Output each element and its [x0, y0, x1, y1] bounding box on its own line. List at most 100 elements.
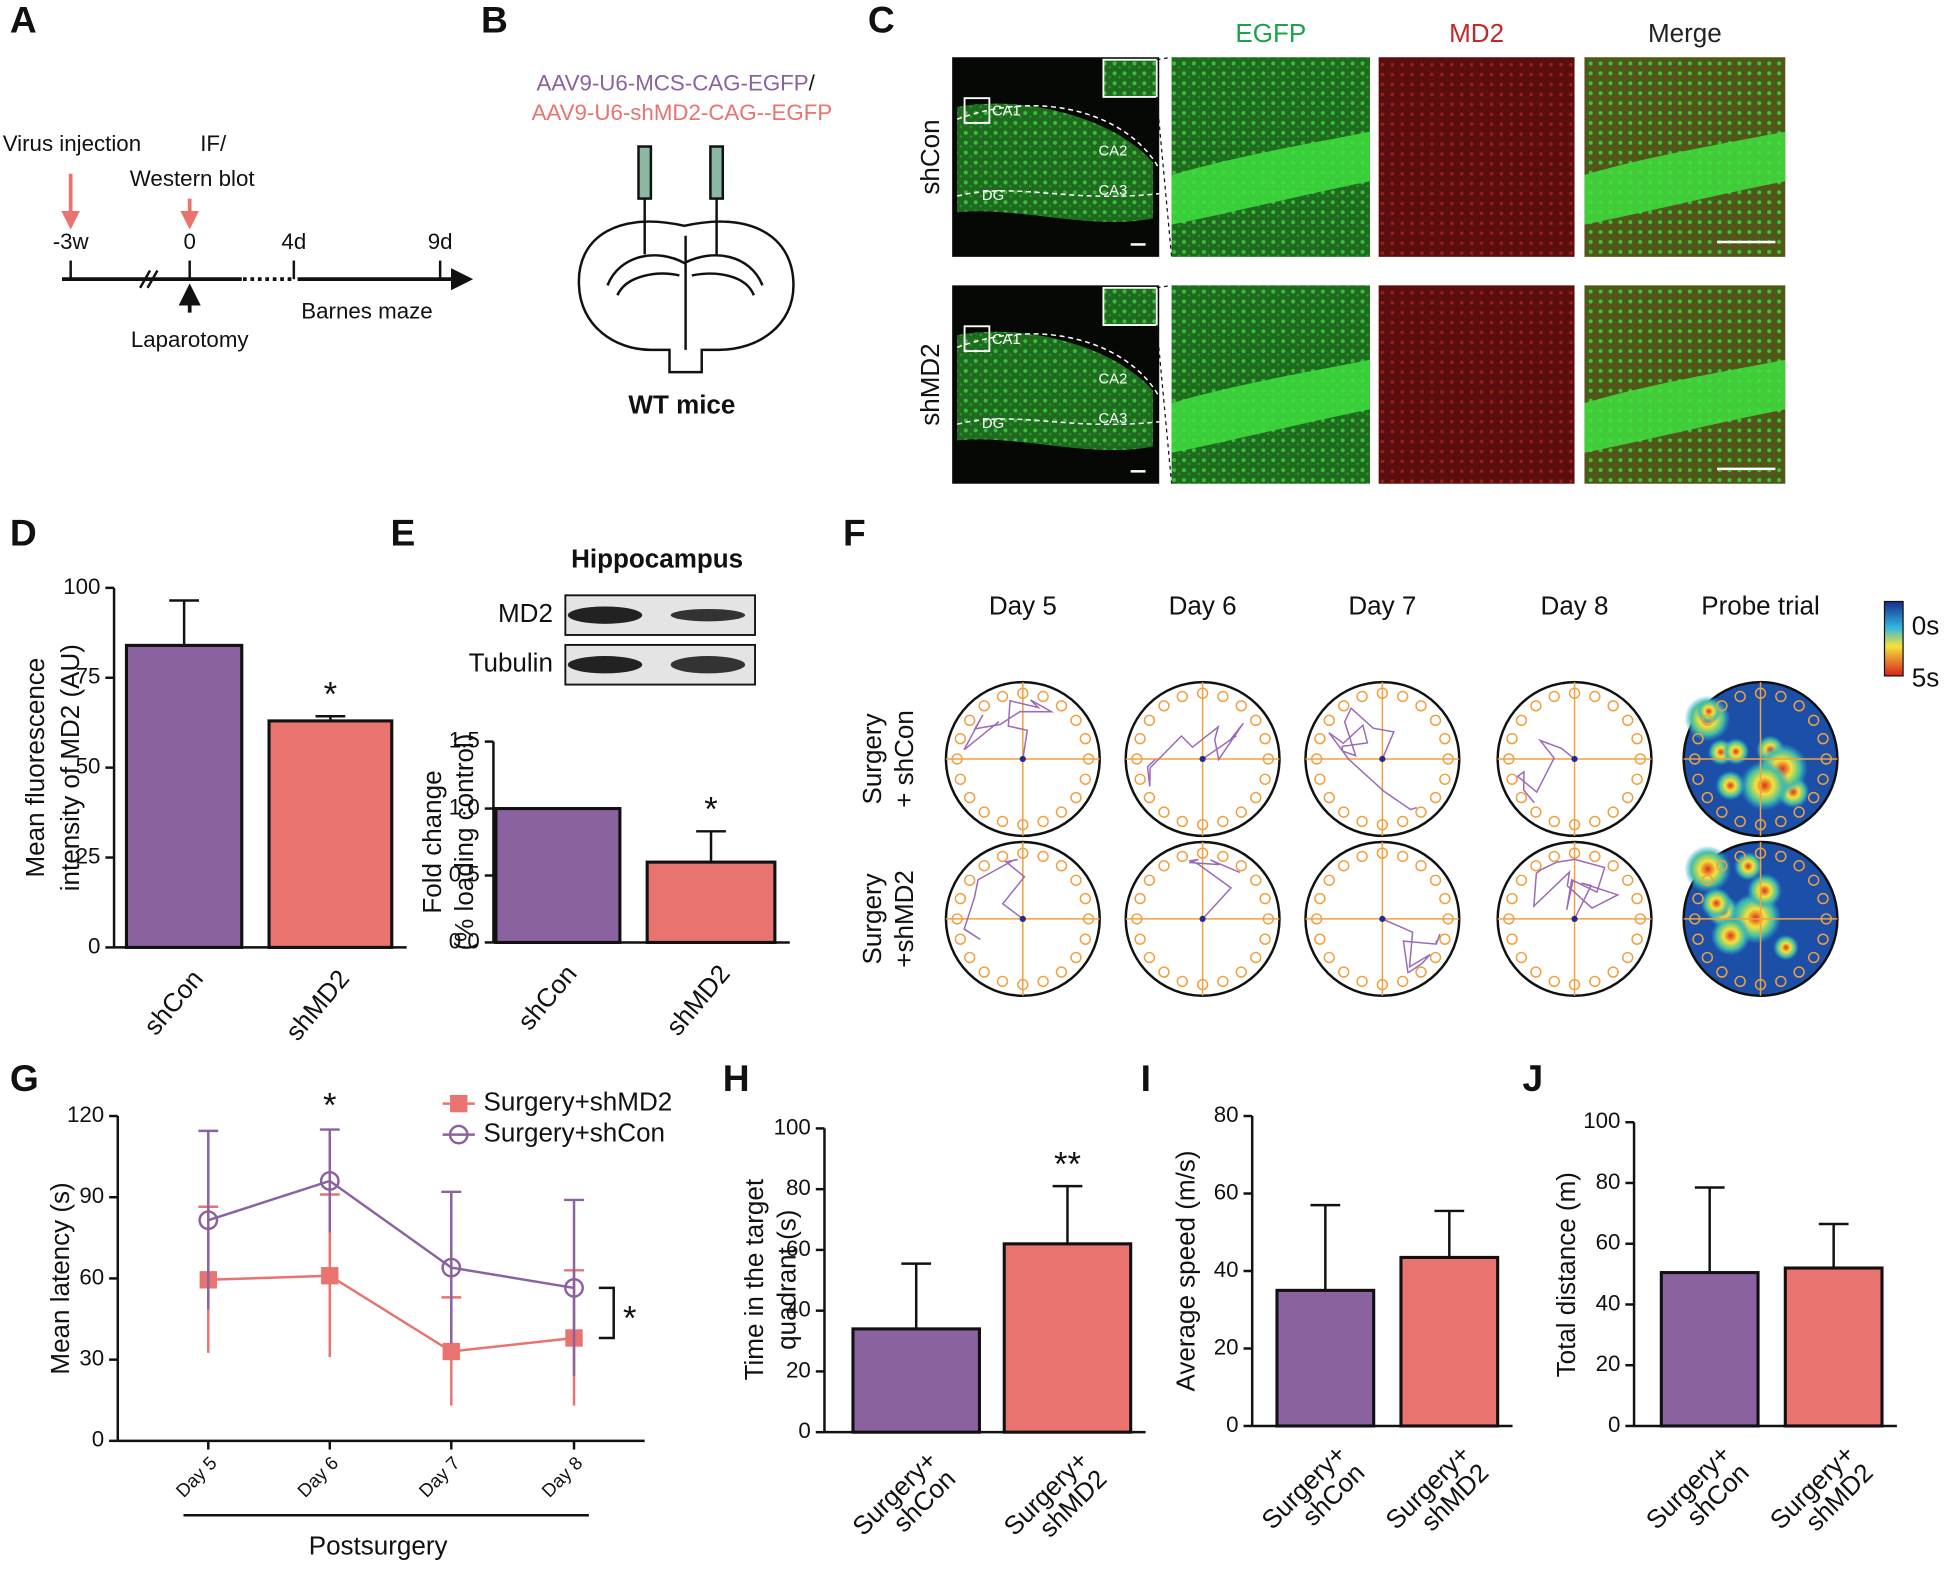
caption: WT mice: [628, 390, 735, 420]
hole: [1235, 806, 1247, 818]
hole: [1250, 714, 1262, 727]
hole: [1079, 732, 1092, 745]
hole: [1176, 975, 1188, 988]
x-tick-label: shCon: [138, 964, 209, 1041]
hole: [963, 714, 976, 727]
hole: [1506, 892, 1518, 905]
hole: [1176, 815, 1188, 828]
hole: [1196, 687, 1209, 699]
group-label: +shMD2: [889, 870, 919, 968]
hole: [1775, 690, 1787, 703]
y-tick-label: 25: [76, 843, 101, 868]
region-label: CA2: [1098, 372, 1127, 388]
y-tick-label: 20: [1214, 1334, 1239, 1359]
heat-blob: [1710, 916, 1751, 956]
hole: [1607, 860, 1619, 872]
bar: [645, 860, 777, 945]
heat-blob: [1773, 934, 1799, 961]
hole: [1631, 933, 1643, 945]
hole: [1262, 753, 1275, 765]
y-tick-label: 40: [1596, 1290, 1621, 1315]
hole: [1548, 815, 1560, 828]
hole: [1176, 850, 1188, 863]
hole: [1589, 975, 1601, 988]
hole: [1396, 690, 1409, 703]
significance: *: [323, 1086, 337, 1124]
axis-break: [139, 269, 159, 289]
hole: [1250, 874, 1262, 886]
session-label: Probe trial: [1701, 591, 1820, 621]
session-label: Day 5: [989, 591, 1057, 621]
track: [1382, 918, 1441, 974]
hole: [1716, 966, 1728, 978]
hole: [1631, 892, 1643, 905]
hole: [1323, 874, 1335, 886]
hole: [1134, 892, 1146, 905]
hole: [1429, 874, 1442, 886]
track: [1516, 738, 1576, 804]
legend-label: Surgery+shMD2: [484, 1087, 673, 1117]
hole: [1338, 966, 1350, 978]
y-tick-label: 40: [786, 1297, 811, 1322]
hole: [1017, 978, 1029, 991]
hole: [1793, 860, 1805, 872]
y-tick-label: 20: [786, 1357, 811, 1382]
region-label: CA1: [992, 332, 1021, 348]
hole: [1793, 806, 1805, 818]
hole: [1515, 874, 1528, 886]
hole: [1217, 815, 1229, 828]
hole: [1817, 732, 1829, 745]
y-tick-label: 0.0: [449, 928, 480, 953]
hole: [1716, 860, 1728, 872]
group-label: shMD2: [915, 343, 945, 425]
hole: [1196, 978, 1209, 991]
hole: [954, 732, 967, 745]
significance: *: [623, 1300, 637, 1338]
hole: [1621, 874, 1634, 886]
region-label: DG: [982, 416, 1004, 432]
y-tick-label: 0: [798, 1418, 810, 1443]
hole: [978, 806, 990, 818]
hole: [1734, 975, 1746, 988]
x-tick-label: Day 8: [537, 1452, 586, 1501]
hole: [1143, 714, 1156, 727]
point: [441, 1257, 462, 1278]
y-tick-label: 80: [786, 1175, 811, 1200]
cell-layer: [1171, 359, 1370, 453]
vector-knockdown: AAV9-U6-shMD2-CAG--EGFP: [532, 100, 833, 125]
x-tick-label: Day 6: [293, 1452, 342, 1501]
hole: [1503, 753, 1515, 765]
hole: [1055, 966, 1068, 978]
hole: [1515, 791, 1528, 804]
hole: [1793, 966, 1805, 978]
hole: [1376, 978, 1389, 991]
inset-box: [963, 97, 991, 124]
hole: [996, 850, 1009, 863]
hole: [1530, 700, 1542, 712]
hole: [954, 892, 967, 905]
hole: [1217, 975, 1229, 988]
hole: [1429, 951, 1442, 964]
hole: [1621, 951, 1634, 964]
hole: [1143, 791, 1156, 804]
hole: [1134, 732, 1146, 745]
hole: [1793, 700, 1805, 712]
event-label: Laparotomy: [131, 327, 250, 352]
separator: /: [809, 70, 816, 95]
hole: [1176, 690, 1188, 703]
colorbar-label: 5s: [1912, 662, 1939, 692]
bar: [1275, 1288, 1376, 1428]
band: [567, 656, 643, 674]
hole: [1037, 975, 1049, 988]
bar: [494, 807, 622, 945]
y-tick-label: 60: [1596, 1230, 1621, 1255]
heat-blob: [1733, 851, 1763, 881]
group-label: Surgery: [857, 713, 887, 804]
hole: [1323, 714, 1335, 727]
hole: [1568, 978, 1581, 991]
inset-box: [963, 325, 991, 353]
session-label: Day 7: [1348, 591, 1416, 621]
chart-title: Hippocampus: [571, 543, 743, 573]
hole: [1250, 791, 1262, 804]
bar: [1399, 1255, 1500, 1428]
